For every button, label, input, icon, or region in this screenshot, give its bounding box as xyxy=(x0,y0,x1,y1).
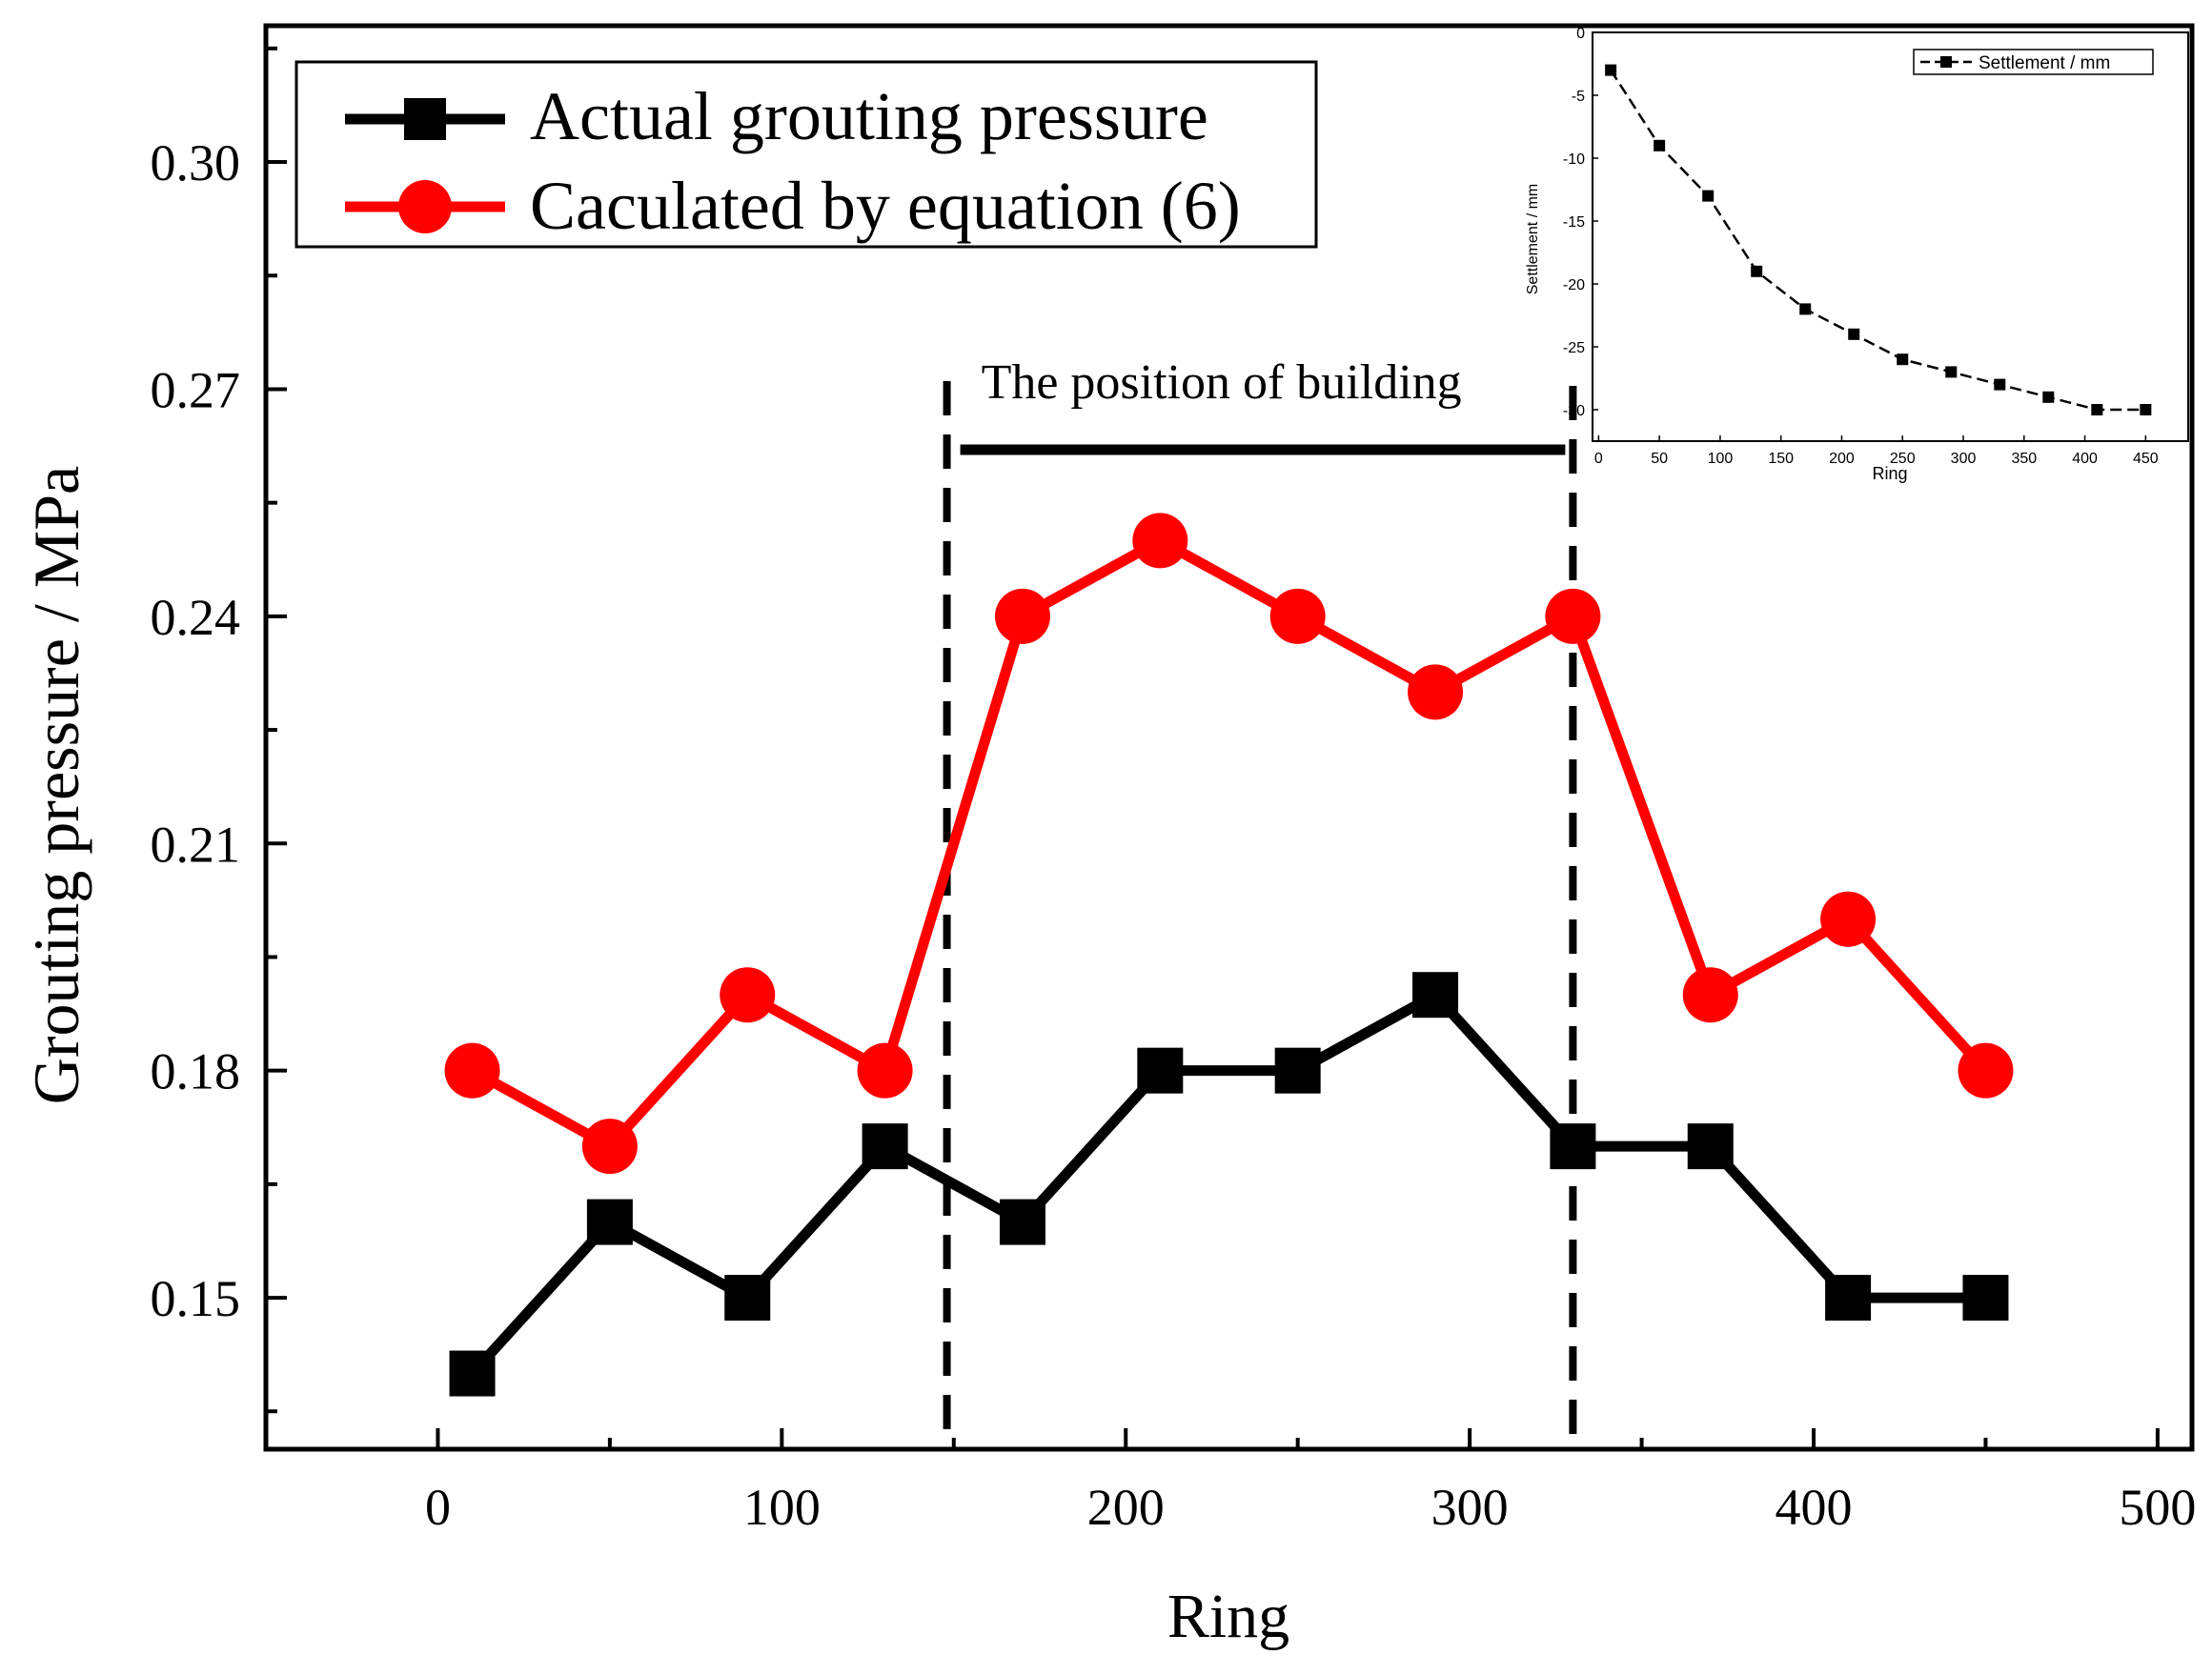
x-tick-label: 200 xyxy=(1087,1479,1165,1536)
data-point-actual xyxy=(1274,1047,1321,1094)
inset-data-point xyxy=(1848,328,1860,340)
x-tick-label: 100 xyxy=(743,1479,821,1536)
building-annotation: The position of building xyxy=(943,355,1577,1449)
inset-data-point xyxy=(2140,404,2152,415)
data-point-calculated xyxy=(581,1119,638,1175)
legend-box xyxy=(294,60,1318,249)
y-axis-label: Grouting pressure / MPa xyxy=(20,466,92,1104)
y-tick-label: 0.30 xyxy=(151,134,241,192)
main-chart: 0 100 200 300 400 5000.150.180.210.240.270.30… xyxy=(20,23,2197,1651)
main-axis-ticks xyxy=(266,46,2160,1449)
main-series-layer xyxy=(444,513,2014,1397)
data-point-actual xyxy=(586,1199,633,1245)
data-point-actual xyxy=(724,1275,771,1322)
inset-data-point xyxy=(1751,265,1763,277)
inset-y-tick-label: -20 xyxy=(1563,277,1585,293)
inset-x-tick-label: 250 xyxy=(1890,451,1916,467)
inset-y-tick-label: 0 xyxy=(1576,26,1585,42)
main-plot-frame xyxy=(263,23,2195,1452)
inset-plot-frame xyxy=(1592,31,2189,442)
inset-y-tick-label: -25 xyxy=(1563,340,1585,356)
inset-data-point xyxy=(2042,391,2055,403)
main-legend: Actual grouting pressure Caculated by eq… xyxy=(294,60,1318,249)
inset-y-tick-label: -15 xyxy=(1563,214,1585,231)
inset-x-tick-label: 100 xyxy=(1708,451,1734,467)
inset-x-axis-label: Ring xyxy=(1872,464,1907,483)
inset-data-point xyxy=(1702,190,1715,202)
data-point-actual xyxy=(1412,972,1459,1019)
inset-x-tick-label: 200 xyxy=(1829,451,1855,467)
inset-legend-label: Settlement / mm xyxy=(1979,53,2110,73)
data-point-actual xyxy=(1137,1047,1184,1094)
x-tick-label: 300 xyxy=(1431,1479,1509,1536)
y-tick-label: 0.27 xyxy=(151,361,241,418)
building-annotation-label: The position of building xyxy=(982,355,1462,410)
data-point-calculated xyxy=(1269,588,1326,644)
inset-data-point xyxy=(1994,378,2006,391)
data-point-actual xyxy=(1687,1123,1734,1170)
inset-y-tick-label: -10 xyxy=(1563,151,1585,168)
legend-label-actual: Actual grouting pressure xyxy=(530,78,1208,154)
data-point-actual xyxy=(999,1199,1045,1245)
inset-series-layer xyxy=(1605,64,2152,415)
inset-x-tick-label: 300 xyxy=(1951,451,1977,467)
data-point-calculated xyxy=(444,1042,500,1099)
inset-y-axis-label: Settlement / mm xyxy=(1525,184,1541,294)
data-point-calculated xyxy=(857,1042,913,1099)
y-tick-label: 0.21 xyxy=(151,816,241,873)
data-point-calculated xyxy=(1132,513,1188,569)
inset-x-tick-label: 350 xyxy=(2011,451,2037,467)
data-point-calculated xyxy=(1820,891,1877,947)
data-point-actual xyxy=(1550,1123,1596,1170)
inset-axis-ticks xyxy=(1593,31,2147,441)
data-point-calculated xyxy=(1408,664,1464,720)
legend-marker-calculated xyxy=(398,180,452,233)
inset-x-tick-label: 400 xyxy=(2072,451,2098,467)
inset-data-point xyxy=(1945,366,1958,378)
inset-chart: 0 50 100 150 200 250 300 350 400 450 0 -5 -10 -15 -20 -… xyxy=(1525,26,2189,483)
data-point-calculated xyxy=(720,967,776,1023)
legend-label-calculated: Caculated by equation (6) xyxy=(530,168,1241,244)
y-tick-label: 0.15 xyxy=(151,1270,241,1327)
inset-x-tick-label: 150 xyxy=(1768,451,1794,467)
data-point-actual xyxy=(449,1350,496,1397)
inset-x-tick-label: 50 xyxy=(1651,451,1668,467)
data-point-actual xyxy=(862,1123,908,1170)
data-point-actual xyxy=(1962,1275,2009,1322)
y-tick-label: 0.24 xyxy=(151,589,241,646)
series-line-actual xyxy=(468,988,1986,1378)
x-tick-label: 500 xyxy=(2119,1479,2196,1536)
data-point-actual xyxy=(1825,1275,1872,1322)
legend-marker-actual xyxy=(404,98,446,140)
data-point-calculated xyxy=(1958,1042,2014,1099)
inset-data-point xyxy=(1605,64,1617,76)
data-point-calculated xyxy=(1682,967,1738,1023)
inset-y-tick-label: -5 xyxy=(1572,89,1585,105)
inset-legend: Settlement / mm xyxy=(1913,49,2154,75)
y-tick-label: 0.18 xyxy=(151,1043,241,1100)
inset-data-point xyxy=(1897,353,1909,366)
inset-data-point xyxy=(2091,404,2103,415)
inset-data-point xyxy=(1799,303,1812,315)
series-line-calculated xyxy=(469,535,1990,1154)
data-point-calculated xyxy=(994,588,1050,644)
x-axis-label: Ring xyxy=(1167,1582,1289,1651)
x-tick-label: 400 xyxy=(1776,1479,1853,1536)
data-point-calculated xyxy=(1545,588,1601,644)
inset-x-tick-label: 0 xyxy=(1594,451,1603,467)
inset-tick-labels: 0 50 100 150 200 250 300 350 400 450 0 -5 -10 -15 -20 -… xyxy=(1563,26,2159,467)
inset-y-tick-label: -30 xyxy=(1563,403,1585,419)
inset-legend-marker xyxy=(1940,56,1952,68)
inset-data-point xyxy=(1654,139,1666,151)
inset-series-line xyxy=(1610,69,2146,412)
x-tick-label: 0 xyxy=(425,1479,451,1536)
inset-x-tick-label: 450 xyxy=(2133,451,2159,467)
